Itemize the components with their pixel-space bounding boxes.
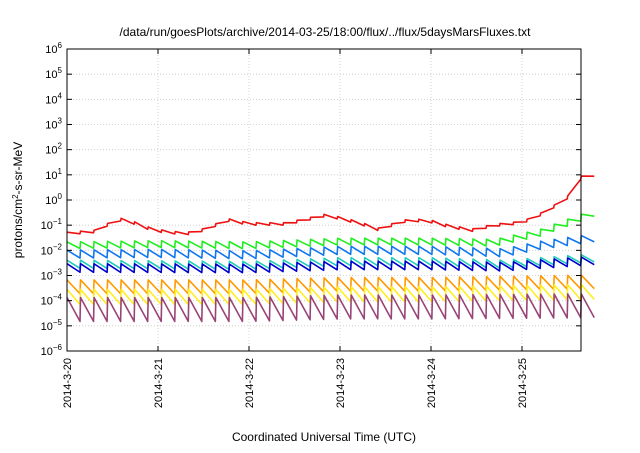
series-line-1: [66, 175, 595, 236]
x-tick-label: 2014-3-23: [335, 358, 347, 408]
y-tick-label: 10−3: [41, 268, 63, 283]
x-axis-label: Coordinated Universal Time (UTC): [232, 430, 416, 444]
y-tick-label: 104: [45, 91, 62, 106]
y-tick-label: 10−6: [41, 343, 63, 358]
y-tick-label: 106: [45, 41, 62, 56]
y-tick-label: 10−1: [41, 217, 63, 232]
grid: [67, 49, 581, 351]
y-tick-label: 100: [45, 192, 62, 207]
y-tick-label: 10−5: [41, 318, 63, 333]
y-axis-label-main: protons/cm: [11, 199, 25, 258]
y-axis-label-sup: 2: [11, 194, 20, 199]
y-tick-label: 105: [45, 66, 62, 81]
series-line-6: [66, 274, 595, 295]
y-axis-label-rest: -s-sr-MeV: [11, 142, 25, 195]
series-line-8: [66, 293, 595, 323]
x-tick-label: 2014-3-21: [153, 358, 165, 408]
series-line-5: [66, 256, 595, 274]
series-line-4: [66, 253, 595, 271]
x-tick-label: 2014-3-24: [426, 358, 438, 408]
series-line-3: [66, 234, 595, 260]
series-layer: [66, 175, 595, 323]
y-tick-label: 101: [45, 167, 62, 182]
y-tick-label: 103: [45, 117, 62, 132]
series-line-2: [66, 213, 595, 250]
y-axis: 10−6 10−5 10−4 10−3 10−2 10−1 100 101 102 103 104 1…: [41, 41, 581, 358]
series-line-7: [66, 283, 595, 306]
y-axis-label: protons/cm2-s-sr-MeV: [11, 142, 26, 258]
chart-title: /data/run/goesPlots/archive/2014-03-25/1…: [120, 25, 532, 39]
y-tick-label: 102: [45, 142, 62, 157]
x-tick-label: 2014-3-22: [244, 358, 256, 408]
y-tick-label: 10−2: [41, 242, 63, 257]
y-tick-label: 10−4: [41, 293, 63, 308]
x-tick-label: 2014-3-25: [517, 358, 529, 408]
x-tick-label: 2014-3-20: [62, 358, 74, 408]
x-axis: 2014-3-20 2014-3-21 2014-3-22 2014-3-23 2014…: [62, 49, 529, 408]
